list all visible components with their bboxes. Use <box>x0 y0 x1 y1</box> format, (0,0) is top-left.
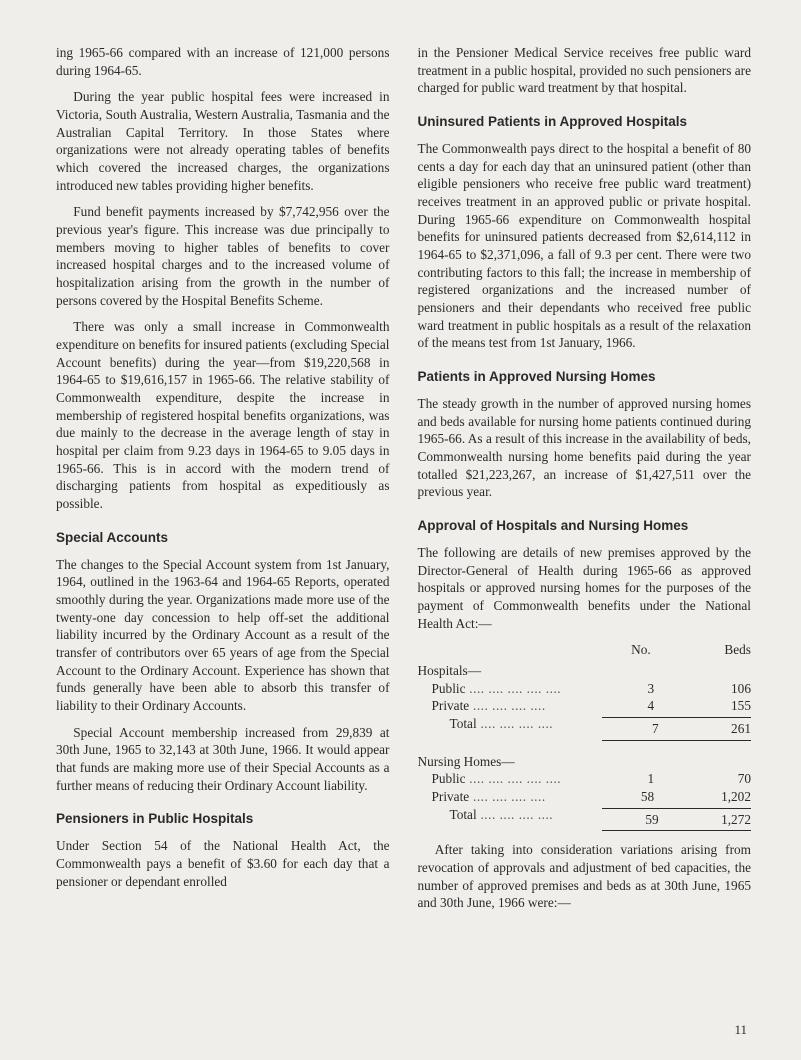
section-heading-uninsured: Uninsured Patients in Approved Hospitals <box>418 113 752 131</box>
private-label: Private <box>432 698 546 713</box>
body-paragraph: Under Section 54 of the National Health … <box>56 837 390 890</box>
table-cell: 1,272 <box>683 808 751 832</box>
table-group-hospitals: Hospitals— <box>418 662 752 680</box>
table-cell: 59 <box>602 808 682 832</box>
public-label: Public <box>432 771 562 786</box>
section-heading-pensioners: Pensioners in Public Hospitals <box>56 810 390 828</box>
right-column: in the Pensioner Medical Service receive… <box>418 44 752 921</box>
section-heading-special-accounts: Special Accounts <box>56 529 390 547</box>
body-paragraph: The following are details of new premise… <box>418 544 752 632</box>
body-paragraph: Fund benefit payments increased by $7,74… <box>56 203 390 309</box>
hospitals-label: Hospitals— <box>418 662 588 680</box>
two-column-layout: ing 1965-66 compared with an increase of… <box>56 44 751 921</box>
table-total-row: Total 59 1,272 <box>418 806 752 834</box>
premises-table: No. Beds Hospitals— Public 3 106 Private… <box>418 641 752 833</box>
total-label: Total <box>450 807 554 822</box>
table-row: Public 1 70 <box>418 770 752 788</box>
section-heading-nursing-homes: Patients in Approved Nursing Homes <box>418 368 752 386</box>
body-paragraph: The Commonwealth pays direct to the hosp… <box>418 140 752 352</box>
table-cell: 1 <box>594 770 678 788</box>
total-label: Total <box>450 716 554 731</box>
document-page: ing 1965-66 compared with an increase of… <box>0 0 801 1060</box>
page-number: 11 <box>734 1022 747 1038</box>
body-paragraph: After taking into consideration variatio… <box>418 841 752 912</box>
table-cell: 70 <box>678 770 751 788</box>
left-column: ing 1965-66 compared with an increase of… <box>56 44 390 921</box>
table-header-no: No. <box>588 641 675 659</box>
table-header-beds: Beds <box>675 641 751 659</box>
table-row: Private 58 1,202 <box>418 788 752 806</box>
table-header-blank <box>418 641 588 659</box>
body-paragraph: The changes to the Special Account syste… <box>56 556 390 715</box>
table-header-row: No. Beds <box>418 641 752 659</box>
body-paragraph: ing 1965-66 compared with an increase of… <box>56 44 390 79</box>
table-total-row: Total 7 261 <box>418 715 752 743</box>
table-cell: 7 <box>602 717 682 741</box>
private-label: Private <box>432 789 546 804</box>
table-cell: 261 <box>683 717 751 741</box>
table-cell: 106 <box>678 680 751 698</box>
table-row: Private 4 155 <box>418 697 752 715</box>
body-paragraph: During the year public hospital fees wer… <box>56 88 390 194</box>
nursing-label: Nursing Homes— <box>418 753 588 771</box>
table-cell: 155 <box>678 697 751 715</box>
table-group-nursing: Nursing Homes— <box>418 753 752 771</box>
table-cell: 3 <box>594 680 678 698</box>
public-label: Public <box>432 681 562 696</box>
table-cell: 1,202 <box>678 788 751 806</box>
table-cell: 58 <box>594 788 678 806</box>
section-heading-approval: Approval of Hospitals and Nursing Homes <box>418 517 752 535</box>
body-paragraph: Special Account membership increased fro… <box>56 724 390 795</box>
table-row: Public 3 106 <box>418 680 752 698</box>
body-paragraph: The steady growth in the number of appro… <box>418 395 752 501</box>
body-paragraph: in the Pensioner Medical Service receive… <box>418 44 752 97</box>
body-paragraph: There was only a small increase in Commo… <box>56 318 390 512</box>
table-cell: 4 <box>594 697 678 715</box>
